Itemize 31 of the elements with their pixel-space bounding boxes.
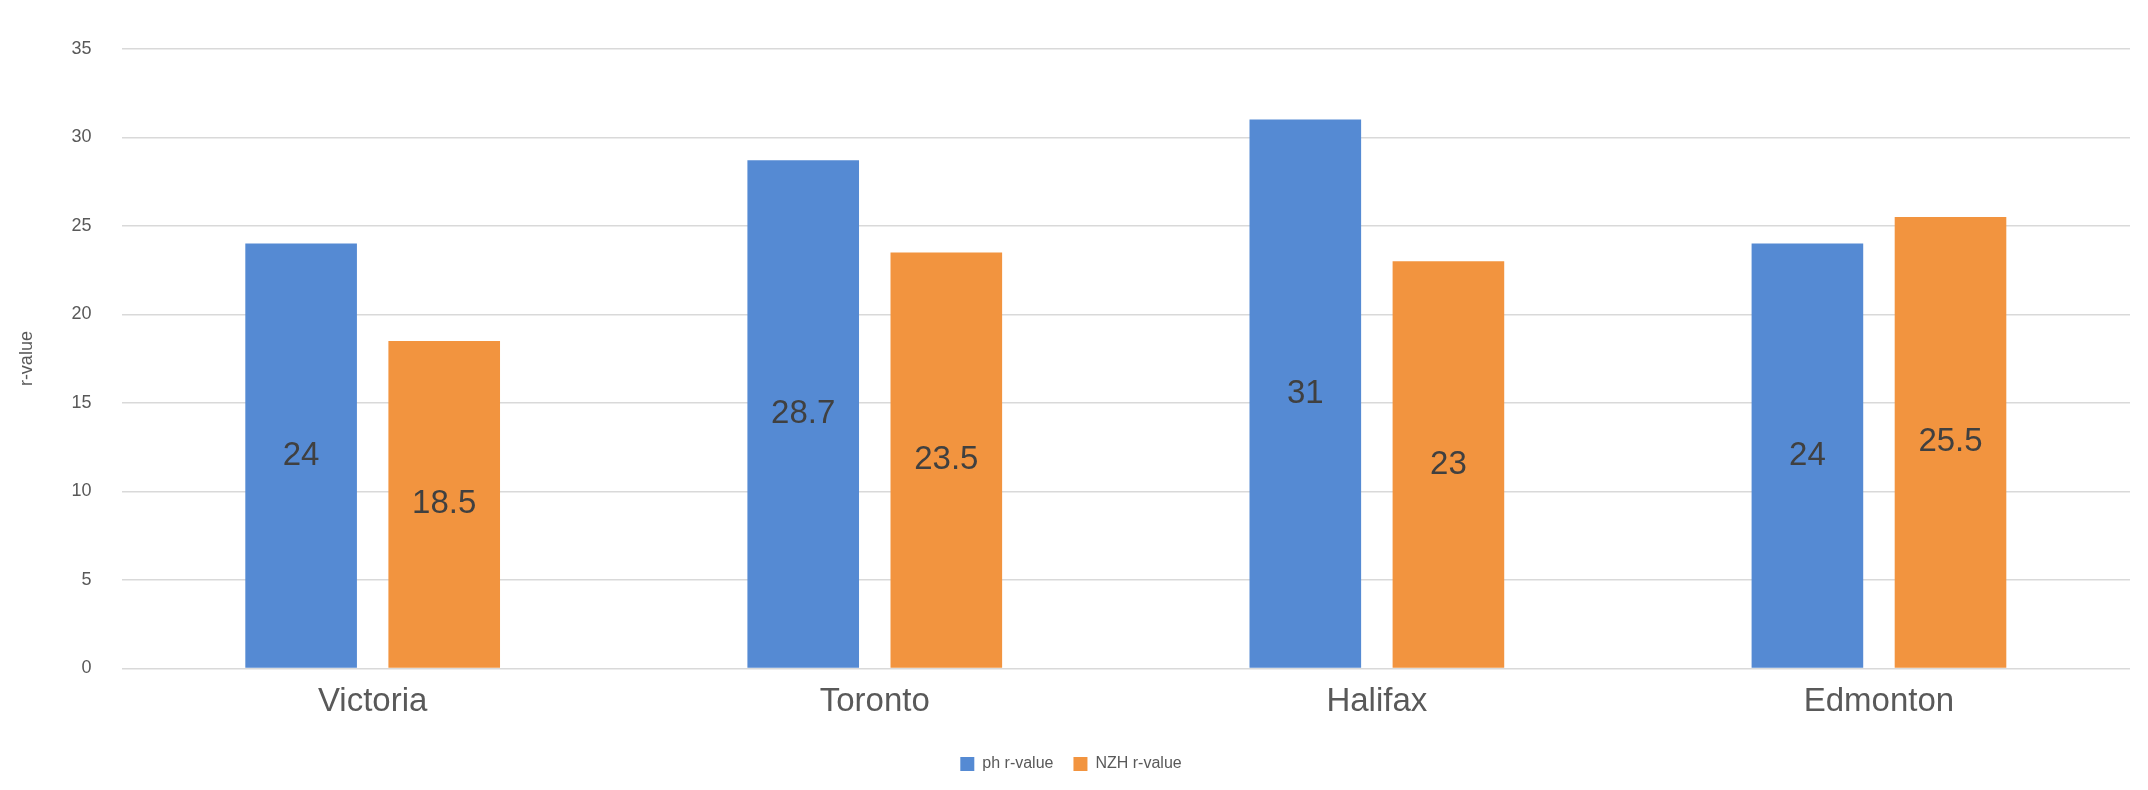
legend-label: ph r-value <box>982 754 1054 772</box>
bar <box>1894 216 2007 668</box>
x-tick-label: Edmonton <box>1803 681 1955 719</box>
bar <box>1751 243 1864 668</box>
data-label: 24 <box>1789 434 1826 472</box>
y-tick-label: 20 <box>71 303 92 324</box>
bar <box>747 160 860 668</box>
y-tick-label: 0 <box>81 657 92 678</box>
legend-label: NZH r-value <box>1095 754 1182 772</box>
y-tick-label: 30 <box>71 126 92 147</box>
bar <box>1392 261 1505 668</box>
data-label: 23.5 <box>914 439 979 477</box>
bar <box>1249 119 1362 668</box>
x-tick-label: Toronto <box>819 681 930 719</box>
x-tick-label: Halifax <box>1326 681 1428 719</box>
y-tick-label: 35 <box>71 37 92 58</box>
y-tick-label: 15 <box>71 391 92 412</box>
y-tick-label: 5 <box>81 568 92 589</box>
y-tick-label: 10 <box>71 480 92 501</box>
data-label: 24 <box>282 434 320 472</box>
y-tick-label: 25 <box>71 214 92 235</box>
data-label: 23 <box>1430 443 1467 481</box>
data-label: 18.5 <box>412 483 477 521</box>
data-label: 31 <box>1286 372 1324 410</box>
data-label: 25.5 <box>1918 421 1983 459</box>
bar <box>388 340 501 668</box>
bar <box>890 252 1003 668</box>
x-tick-label: Victoria <box>317 681 429 719</box>
y-axis-title: r-value <box>15 331 36 387</box>
bar <box>245 243 357 668</box>
data-label: 28.7 <box>771 393 836 431</box>
